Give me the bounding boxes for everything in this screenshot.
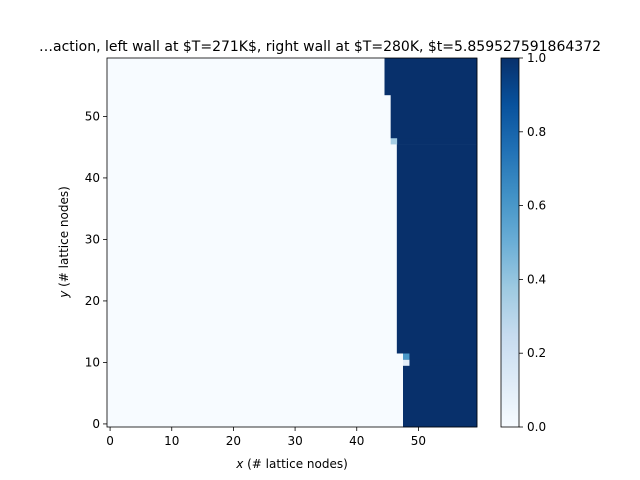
y-tick-label: 20 xyxy=(85,294,100,308)
y-axis: 0 10 20 30 40 50 xyxy=(85,109,107,431)
x-tick-label: 40 xyxy=(349,434,364,448)
heatmap-interface-cell xyxy=(403,353,410,360)
y-tick-label: 50 xyxy=(85,109,100,123)
heatmap-filled-cells xyxy=(384,58,478,96)
colorbar-tick-label: 0.6 xyxy=(527,199,546,213)
y-axis-label: y (# lattice nodes) xyxy=(57,186,71,299)
heatmap-filled-cells xyxy=(390,94,478,139)
colorbar-tick-label: 0.4 xyxy=(527,272,546,286)
x-axis-label: x (# lattice nodes) xyxy=(235,457,348,471)
y-tick-label: 0 xyxy=(92,417,100,431)
x-tick-label: 20 xyxy=(226,434,241,448)
heatmap-filled-cells xyxy=(396,144,478,354)
heatmap-filled-cells xyxy=(403,359,478,366)
y-tick-label: 30 xyxy=(85,232,100,246)
y-tick-label: 40 xyxy=(85,171,100,185)
colorbar-tick-label: 0.0 xyxy=(527,420,546,434)
heatmap-filled-cells xyxy=(403,353,478,360)
x-tick-label: 30 xyxy=(287,434,302,448)
x-tick-label: 0 xyxy=(106,434,114,448)
y-tick-label: 10 xyxy=(85,355,100,369)
x-tick-label: 50 xyxy=(411,434,426,448)
colorbar-tick-label: 0.2 xyxy=(527,346,546,360)
colorbar xyxy=(500,57,520,428)
heatmap-interface-cell xyxy=(390,137,398,145)
chart-title: …action, left wall at $T=271K$, right wa… xyxy=(39,39,601,55)
colorbar-axis: 0.0 0.2 0.4 0.6 0.8 1.0 xyxy=(519,51,546,434)
heatmap-filled-cells xyxy=(403,365,478,428)
plot-frame xyxy=(106,57,478,428)
heatmap-interface-cell xyxy=(403,359,410,366)
heatmap-filled-cells xyxy=(396,137,478,145)
heatmap-cells xyxy=(107,58,478,428)
colorbar-tick-label: 1.0 xyxy=(527,51,546,65)
colorbar-tick-label: 0.8 xyxy=(527,125,546,139)
x-axis: 0 10 20 30 40 50 xyxy=(106,427,426,448)
x-tick-label: 10 xyxy=(164,434,179,448)
